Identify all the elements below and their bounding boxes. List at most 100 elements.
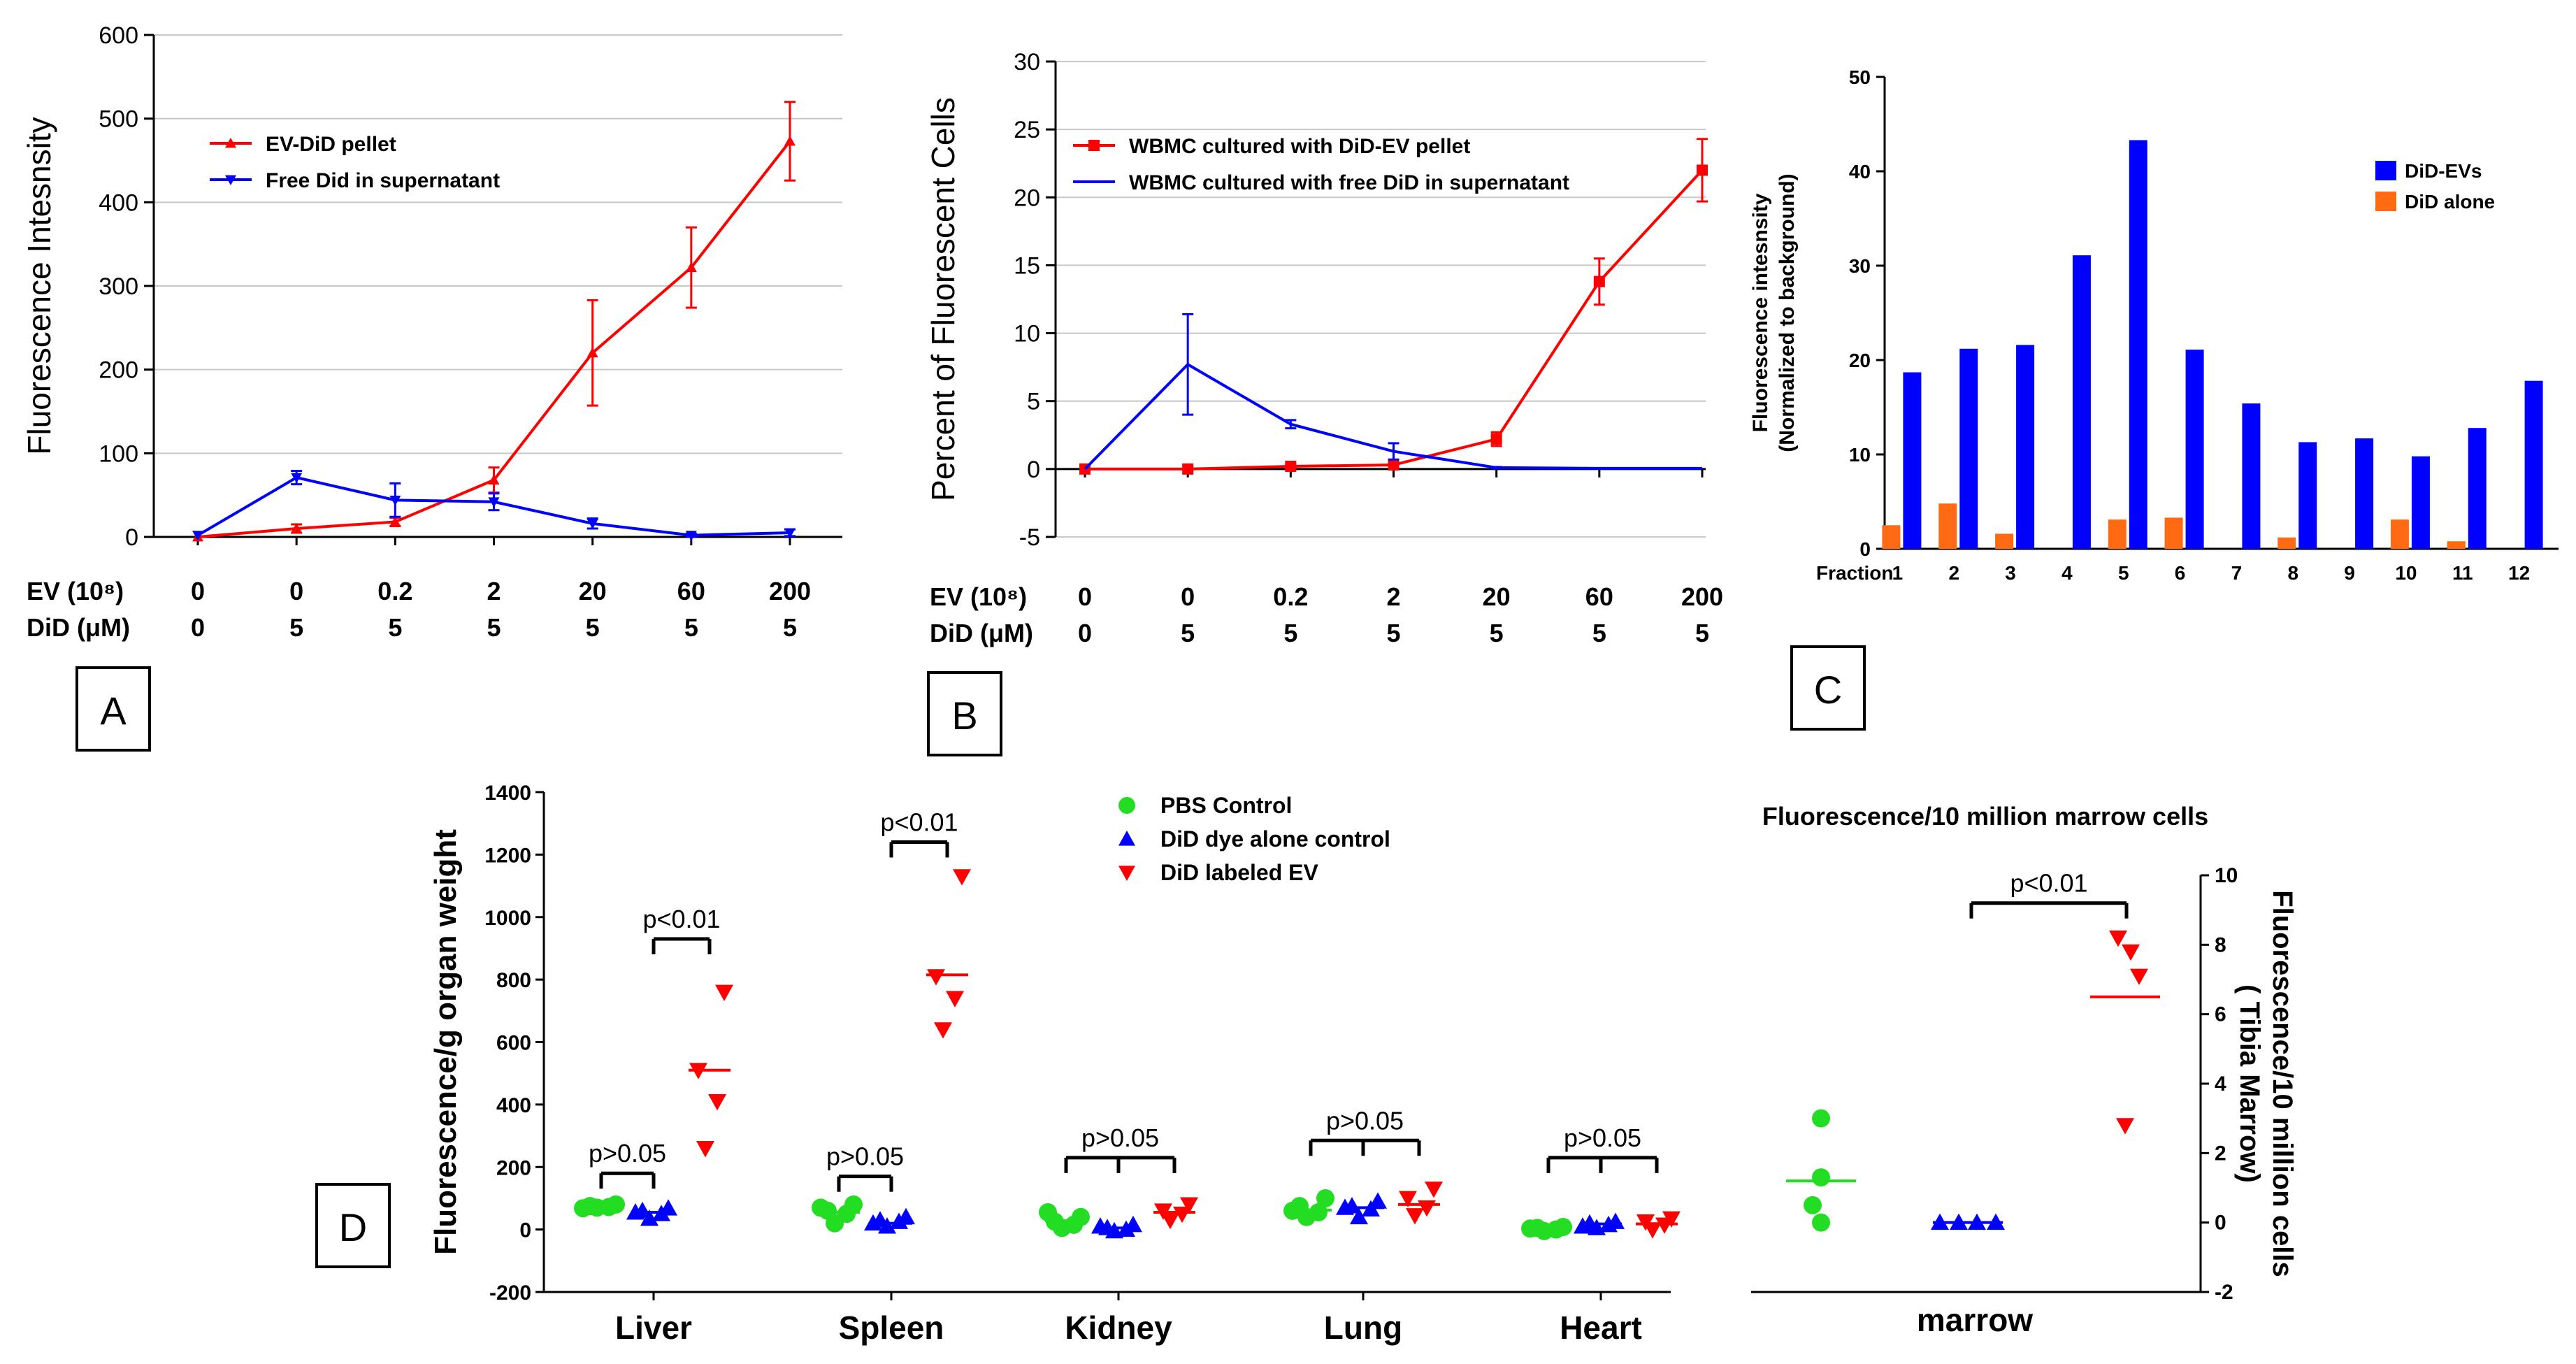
did-tick-label: 5 — [1695, 619, 1709, 647]
y-tick-label: -5 — [1019, 524, 1040, 551]
panel-d-organ-scatter: -200 0 200 400 600 800 1000 1200 1400 Fluorescenc… — [429, 782, 1681, 1346]
bar-did-evs — [2129, 140, 2147, 549]
y-axis-label: Percent of Fluorescent Cells — [925, 97, 961, 501]
panel-letter-b: B — [951, 694, 977, 738]
data-point — [587, 347, 598, 358]
ev-tick-label: 0 — [1181, 582, 1195, 611]
data-point — [1369, 1192, 1387, 1209]
legend-label: EV-DiD pellet — [266, 133, 396, 156]
data-point — [607, 1195, 625, 1214]
bar-did-evs — [2411, 456, 2430, 549]
data-point — [1812, 1168, 1830, 1187]
data-point — [1406, 1208, 1424, 1225]
ev-tick-label: 200 — [769, 577, 811, 605]
y-tick-label: 300 — [99, 273, 138, 300]
y-tick-label: 1000 — [484, 907, 531, 930]
x-tick-label: Liver — [615, 1309, 692, 1346]
did-tick-label: 5 — [388, 613, 402, 642]
x-tick-label: 7 — [2231, 562, 2243, 584]
significance-label: p>0.05 — [1326, 1106, 1404, 1135]
x-tick-label: 9 — [2344, 562, 2355, 584]
ev-tick-label: 0 — [289, 577, 303, 605]
y-axis-label-line1: Fluorescence intesnsity — [1749, 193, 1772, 432]
data-point — [1554, 1218, 1572, 1237]
data-point — [1039, 1203, 1057, 1222]
legend-label: DiD labeled EV — [1160, 860, 1319, 885]
panel-d-marrow-scatter: -2 0 2 4 6 8 10 Fluorescence/10 million marrow … — [1751, 802, 2298, 1338]
legend-marker — [1118, 797, 1135, 814]
bar-did-alone — [2164, 517, 2183, 549]
legend-label: DiD alone — [2405, 191, 2495, 213]
data-point — [1182, 463, 1194, 475]
panel-label-a: A — [75, 666, 151, 752]
significance-label: p<0.01 — [880, 808, 958, 837]
did-tick-label: 0 — [191, 613, 205, 642]
y-tick-label: 30 — [1849, 255, 1871, 277]
data-point — [1091, 1217, 1109, 1234]
data-point — [953, 869, 971, 886]
did-tick-label: 5 — [1283, 619, 1297, 647]
y-tick-label: 5 — [1027, 389, 1040, 415]
data-point — [1161, 1212, 1179, 1230]
legend-swatch — [2375, 192, 2396, 211]
data-point — [488, 497, 500, 508]
panel-letter-d: D — [339, 1205, 367, 1249]
did-tick-label: 5 — [1490, 619, 1504, 647]
y-tick-label: 8 — [2215, 933, 2226, 956]
ev-tick-label: 200 — [1681, 582, 1723, 611]
data-point — [708, 1094, 726, 1111]
data-point — [488, 474, 500, 485]
bar-did-evs — [2468, 428, 2487, 549]
y-tick-label: 0 — [125, 524, 138, 551]
bar-did-evs — [1959, 348, 1978, 549]
data-point — [574, 1199, 592, 1218]
y-tick-label: 400 — [99, 189, 138, 216]
data-point — [1593, 275, 1605, 287]
bar-did-alone — [1882, 525, 1901, 549]
significance-label: p>0.05 — [1564, 1123, 1641, 1152]
bar-did-alone — [2390, 519, 2409, 549]
legend-label: WBMC cultured with DiD-EV pellet — [1129, 135, 1470, 158]
data-point — [1072, 1207, 1090, 1226]
ev-tick-label: 0 — [1078, 582, 1092, 611]
ev-tick-label: 0.2 — [1273, 582, 1308, 611]
data-point — [715, 984, 733, 1001]
x-tick-label: 2 — [1948, 562, 1959, 584]
x-tick-label: Heart — [1560, 1309, 1642, 1346]
data-point — [784, 528, 796, 539]
y-axis-label: Fluorescence/g organ weight — [429, 829, 463, 1255]
data-point — [1812, 1109, 1830, 1128]
ev-tick-label: 60 — [1585, 582, 1613, 611]
did-tick-label: 5 — [1181, 619, 1195, 647]
y-tick-label: 4 — [2215, 1072, 2226, 1096]
x-tick-label: Kidney — [1065, 1309, 1172, 1346]
bar-did-alone — [1995, 533, 2014, 549]
bar-did-evs — [2355, 438, 2374, 549]
row-label-ev: EV (10⁸) — [930, 582, 1027, 611]
data-point — [2122, 944, 2140, 961]
y-tick-label: 600 — [99, 22, 138, 49]
did-tick-label: 5 — [783, 613, 797, 642]
x-axis-label: Fraction — [1816, 562, 1893, 584]
legend-swatch — [2375, 161, 2396, 180]
did-tick-label: 5 — [487, 613, 501, 642]
y-tick-label: 0 — [519, 1219, 531, 1242]
data-point — [389, 516, 401, 526]
ev-tick-label: 0 — [191, 577, 205, 605]
y-tick-label: 500 — [99, 106, 138, 133]
data-point — [1804, 1196, 1822, 1214]
y-tick-label: 10 — [1014, 321, 1040, 347]
data-point — [685, 261, 697, 273]
y-axis-label-line1: Fluorescence/10 million cells — [2267, 890, 2298, 1277]
did-tick-label: 0 — [1078, 619, 1092, 647]
data-point — [927, 969, 945, 986]
data-point — [696, 1141, 714, 1158]
data-point — [1316, 1189, 1334, 1207]
data-point — [946, 991, 964, 1007]
did-tick-label: 5 — [1592, 619, 1606, 647]
ev-tick-label: 0.2 — [377, 577, 412, 605]
bar-did-alone — [2278, 537, 2296, 549]
legend-label: WBMC cultured with free DiD in supernata… — [1129, 171, 1569, 194]
